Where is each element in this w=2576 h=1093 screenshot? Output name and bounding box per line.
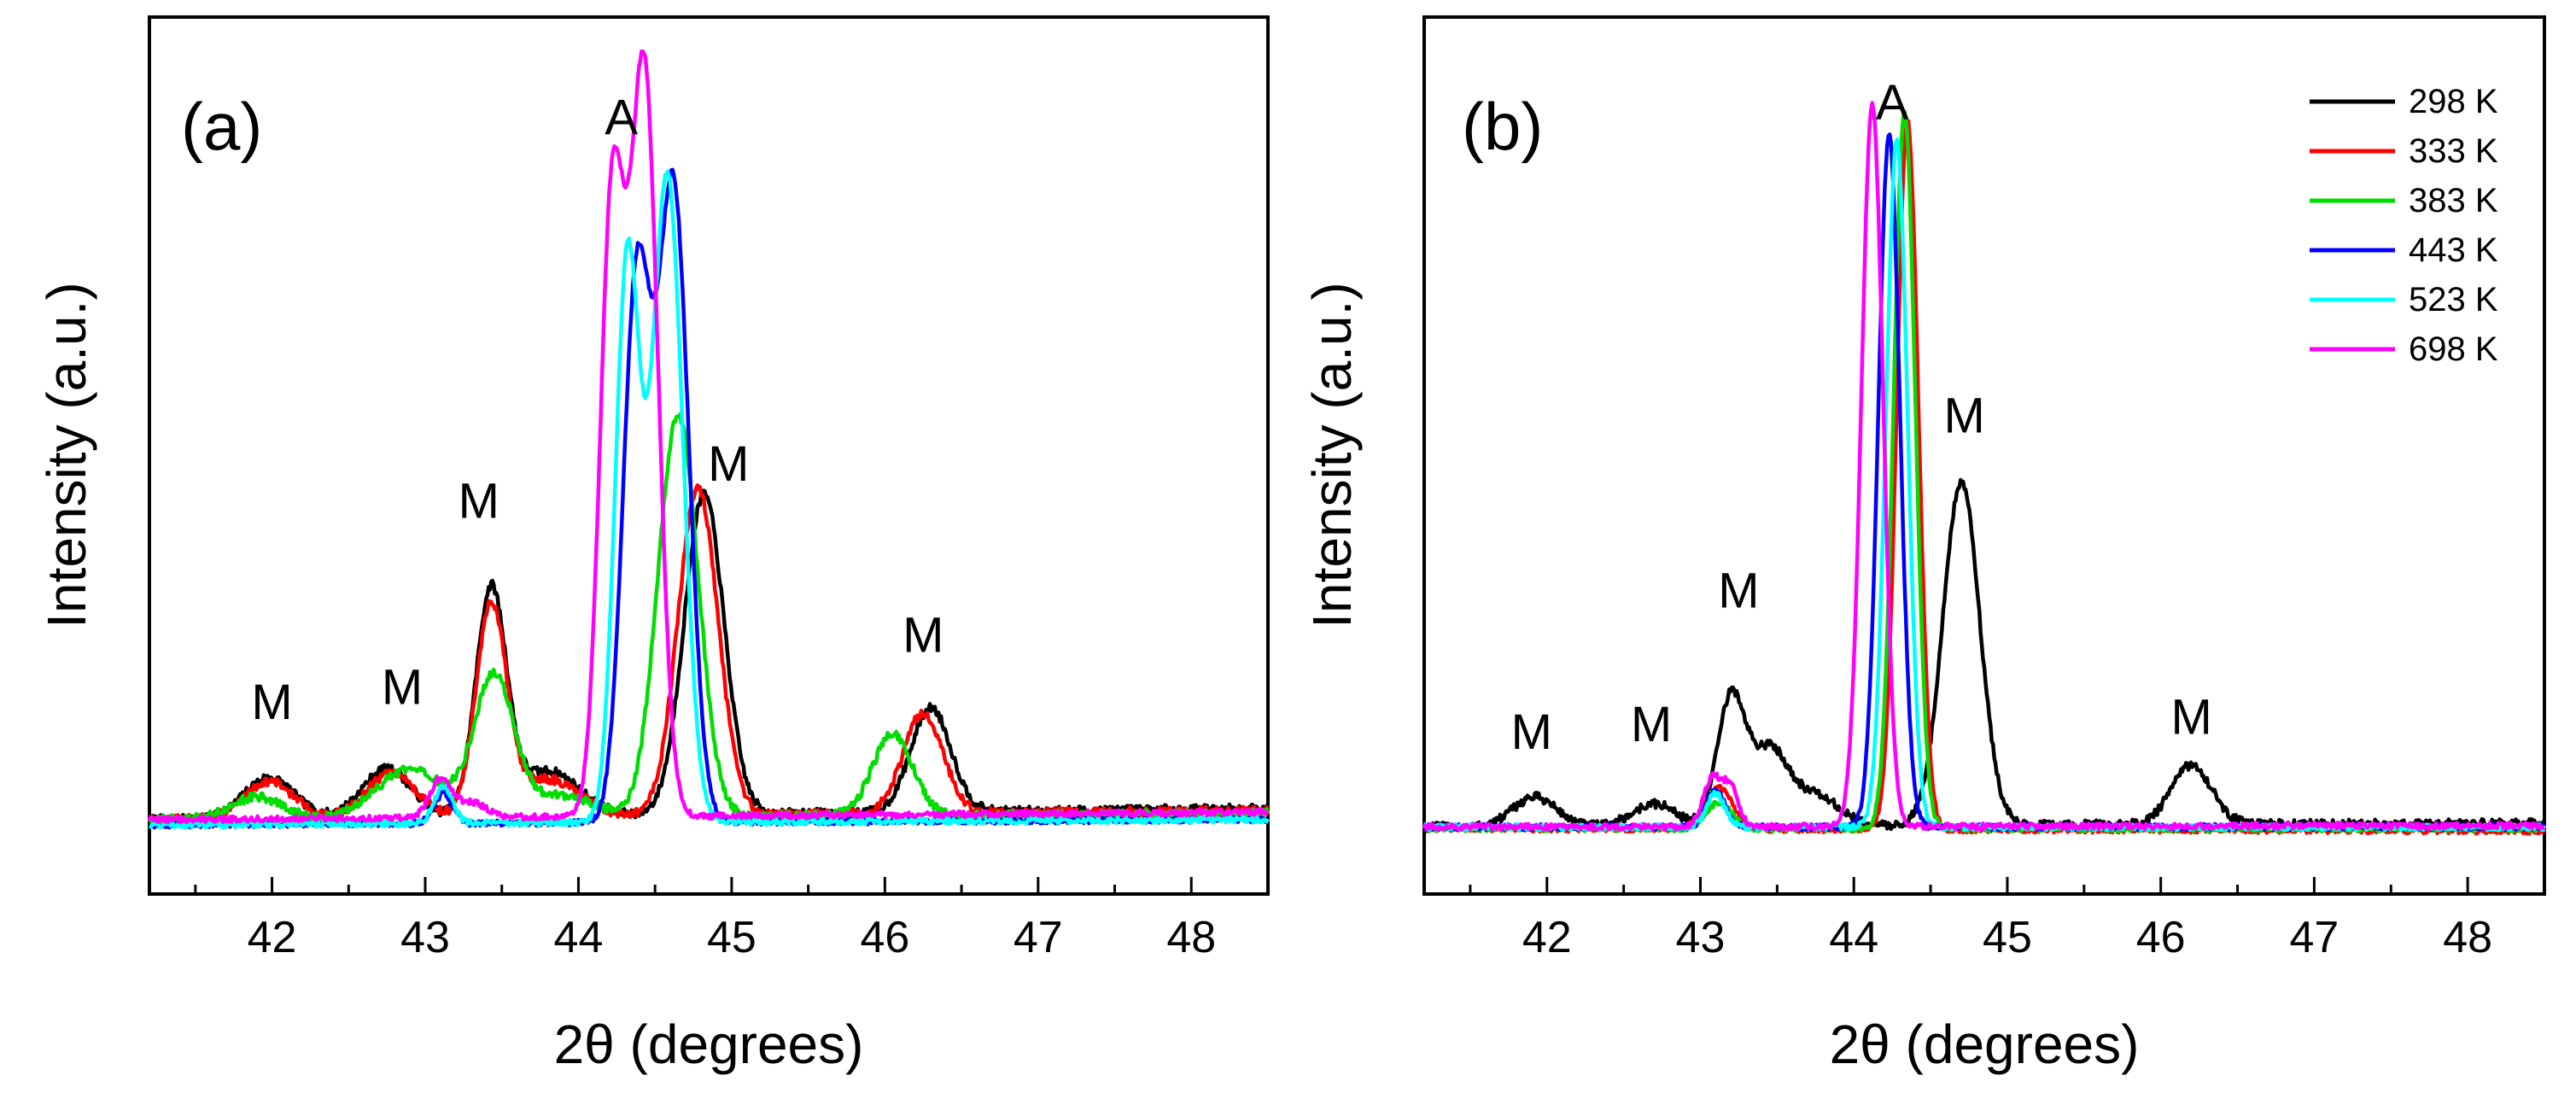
legend-label-523k: 523 K [2409, 281, 2498, 319]
peak-annotations-b: M M M A M M [1511, 75, 2212, 760]
legend-label-298k: 298 K [2409, 83, 2498, 120]
peak-label-a-a: A [605, 91, 638, 146]
peak-label-m-a: M [902, 608, 943, 663]
x-ticks-a: 42 43 44 45 46 47 48 [194, 877, 1270, 962]
x-tick-label-b: 44 [1829, 913, 1878, 962]
y-axis-title-a: Intensity (a.u.) [36, 282, 97, 628]
x-tick-label-a: 43 [400, 913, 450, 962]
peak-label-a-b: A [1876, 75, 1909, 131]
legend-label-383k: 383 K [2409, 182, 2498, 219]
legend-label-333k: 333 K [2409, 132, 2498, 170]
x-tick-label-a: 47 [1013, 913, 1063, 962]
series-line-383k-a [148, 412, 1270, 826]
series-line-298k-b [1422, 477, 2545, 833]
legend-b: 298 K 333 K 383 K 443 K 523 K 698 K [2310, 83, 2498, 368]
series-line-698k-a [147, 49, 1270, 825]
x-tick-label-a: 45 [707, 913, 756, 962]
series-layer-b [1422, 101, 2547, 836]
series-line-698k-b [1422, 101, 2546, 833]
peak-annotations-a: M M M A M M [251, 91, 943, 731]
peak-label-m-b: M [1943, 388, 1984, 443]
plot-frame-a [148, 15, 1270, 896]
x-axis-title-b: 2θ (degrees) [1830, 1014, 2140, 1075]
series-line-523k-b [1422, 137, 2547, 833]
series-line-333k-b [1422, 118, 2547, 836]
peak-label-m-b: M [2170, 690, 2211, 745]
peak-label-m-a: M [459, 474, 499, 529]
x-tick-label-b: 48 [2443, 913, 2492, 962]
plot-frame-b [1422, 15, 2546, 896]
x-axis-title-a: 2θ (degrees) [554, 1014, 864, 1075]
series-line-523k-a [148, 169, 1270, 830]
peak-label-m-a: M [251, 675, 292, 730]
series-layer-a [147, 49, 1270, 830]
panel-label-a: (a) [181, 89, 262, 164]
peak-label-m-a: M [382, 660, 423, 716]
x-tick-label-b: 42 [1522, 913, 1572, 962]
x-tick-label-a: 48 [1166, 913, 1216, 962]
peak-label-m-b: M [1631, 697, 1672, 752]
x-tick-label-a: 42 [248, 913, 297, 962]
series-line-443k-b [1422, 132, 2547, 833]
series-line-383k-b [1423, 109, 2546, 833]
y-axis-title-b: Intensity (a.u.) [1301, 282, 1363, 628]
x-ticks-b: 42 43 44 45 46 47 48 [1469, 877, 2546, 962]
x-tick-label-b: 47 [2289, 913, 2339, 962]
x-tick-label-b: 43 [1676, 913, 1726, 962]
panel-b: 42 43 44 45 46 47 48 M M M A M M 298 K 333 K 383 K 443… [1301, 15, 2547, 1075]
panel-a: 42 43 44 45 46 47 48 M M M A M M (a) 2θ (degrees) I… [36, 15, 1270, 1075]
peak-label-m-a: M [708, 436, 749, 492]
x-tick-label-b: 46 [2136, 913, 2186, 962]
panel-label-b: (b) [1462, 89, 1543, 164]
legend-label-698k: 698 K [2409, 330, 2498, 368]
x-tick-label-a: 46 [860, 913, 909, 962]
peak-label-m-b: M [1718, 563, 1759, 618]
peak-label-m-b: M [1511, 704, 1552, 760]
x-tick-label-a: 44 [554, 913, 604, 962]
legend-label-443k: 443 K [2409, 231, 2498, 269]
x-tick-label-b: 45 [1983, 913, 2032, 962]
